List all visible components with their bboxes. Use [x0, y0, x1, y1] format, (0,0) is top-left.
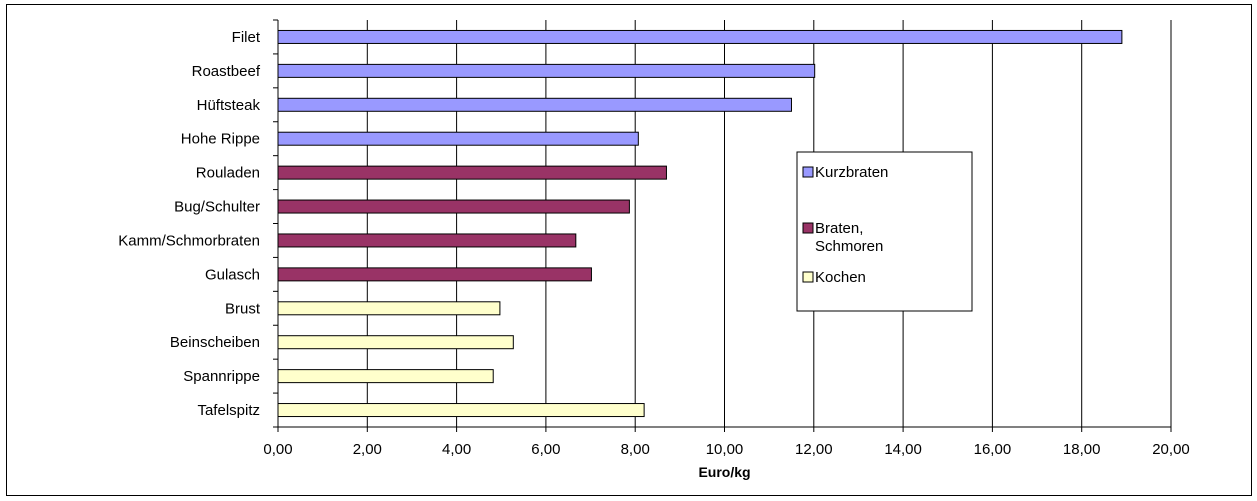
- bars: [277, 29, 1123, 418]
- legend-label: Braten,: [815, 220, 863, 237]
- category-label: Brust: [225, 300, 261, 317]
- x-tick-label: 6,00: [531, 441, 560, 458]
- category-label: Tafelspitz: [197, 402, 260, 419]
- x-tick-label: 16,00: [974, 441, 1012, 458]
- legend-swatch: [802, 166, 814, 178]
- bar: [277, 165, 667, 180]
- bar: [277, 403, 645, 418]
- bar: [277, 233, 577, 248]
- x-tick-label: 4,00: [442, 441, 471, 458]
- legend-swatch: [802, 222, 814, 234]
- x-tick-label: 0,00: [263, 441, 292, 458]
- bar: [277, 131, 639, 146]
- x-tick-label: 20,00: [1152, 441, 1190, 458]
- bar: [277, 369, 494, 384]
- axes: [273, 19, 1172, 432]
- category-label: Bug/Schulter: [174, 199, 260, 216]
- legend-box: [796, 151, 973, 312]
- legend-label: Kochen: [815, 269, 866, 286]
- bar: [277, 63, 816, 78]
- legend: Kurzbraten Braten,Schmoren Kochen: [796, 151, 973, 312]
- bar: [277, 267, 592, 282]
- x-tick-label: 10,00: [706, 441, 744, 458]
- legend-label: Kurzbraten: [815, 164, 888, 181]
- x-tick-label: 12,00: [795, 441, 833, 458]
- category-label: Beinscheiben: [170, 334, 260, 351]
- category-label: Filet: [232, 29, 261, 46]
- category-label: Rouladen: [196, 165, 260, 182]
- category-label: Kamm/Schmorbraten: [118, 232, 260, 249]
- x-axis-title: Euro/kg: [698, 464, 750, 480]
- x-tick-label: 2,00: [353, 441, 382, 458]
- bar: [277, 97, 792, 112]
- bar: [277, 335, 514, 350]
- x-tick-label: 8,00: [621, 441, 650, 458]
- category-label: Hüftsteak: [197, 97, 261, 114]
- category-label: Gulasch: [205, 266, 260, 283]
- legend-swatch: [802, 271, 814, 283]
- category-label: Spannrippe: [183, 368, 260, 385]
- bar: [277, 301, 501, 316]
- x-tick-label: 18,00: [1063, 441, 1101, 458]
- category-label: Roastbeef: [192, 63, 261, 80]
- gridlines: [277, 20, 1172, 427]
- x-tick-label: 14,00: [884, 441, 922, 458]
- labels: 0,00 2,00 4,00 6,00 8,00 10,00 12,00 14,00 16,00…: [118, 29, 1189, 480]
- bar: [277, 199, 630, 214]
- bar: [277, 29, 1123, 44]
- legend-label: Schmoren: [815, 238, 883, 255]
- category-label: Hohe Rippe: [181, 131, 260, 148]
